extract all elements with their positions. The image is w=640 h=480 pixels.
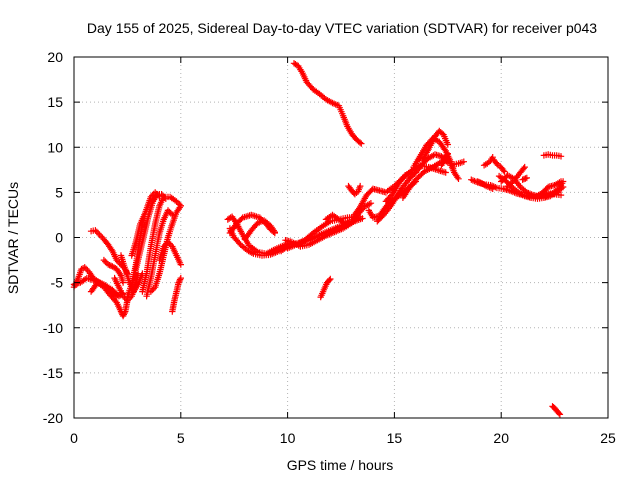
data-point-markers [480, 154, 496, 169]
data-point-markers [549, 403, 564, 418]
data-track [382, 169, 415, 205]
data-track [374, 151, 451, 225]
data-track [480, 154, 496, 169]
y-tick-label: -10 [43, 320, 63, 336]
data-point-markers [382, 169, 415, 205]
data-track [132, 191, 169, 273]
data-track [419, 127, 451, 164]
data-point-markers [496, 163, 508, 175]
data-point-markers [132, 191, 169, 273]
data-point-markers [128, 189, 163, 259]
data-point-markers [474, 178, 496, 192]
data-track [317, 275, 334, 301]
data-track [143, 207, 176, 300]
y-tick-label: 5 [55, 184, 63, 200]
data-point-markers [143, 207, 176, 300]
x-tick-label: 5 [177, 430, 185, 446]
y-tick-label: -15 [43, 365, 63, 381]
data-track [490, 156, 502, 169]
x-tick-label: 15 [387, 430, 403, 446]
y-tick-label: 15 [47, 94, 63, 110]
data-track [549, 403, 564, 418]
data-track [451, 158, 467, 168]
data-point-markers [139, 193, 184, 295]
data-point-markers [532, 178, 565, 201]
data-track [519, 174, 530, 183]
data-track [128, 189, 163, 259]
x-axis-label: GPS time / hours [287, 457, 394, 473]
data-point-markers [87, 279, 131, 320]
data-point-markers [317, 275, 334, 301]
data-point-markers [490, 156, 502, 169]
data-track [100, 256, 127, 286]
data-point-markers [156, 238, 184, 268]
data-point-markers [519, 174, 530, 183]
y-tick-label: -20 [43, 410, 63, 426]
data-points [70, 60, 567, 418]
data-track [540, 151, 565, 160]
data-point-markers [540, 151, 565, 160]
data-track [504, 163, 528, 190]
data-point-markers [100, 256, 127, 286]
data-track [87, 279, 131, 320]
x-tick-label: 25 [600, 430, 616, 446]
data-track [139, 193, 184, 295]
x-tick-label: 10 [280, 430, 296, 446]
data-point-markers [451, 158, 467, 168]
data-point-markers [438, 155, 462, 182]
data-point-markers [241, 217, 278, 243]
tick-labels: 0 5 10 15 20 25 -20 -15 -10 -5 0 5 10 15 20 [43, 49, 616, 446]
data-point-markers [419, 127, 451, 164]
y-tick-label: 20 [47, 49, 63, 65]
data-track [438, 155, 462, 182]
data-track [156, 238, 184, 268]
data-point-markers [169, 274, 184, 315]
x-tick-label: 20 [493, 430, 509, 446]
y-tick-label: 0 [55, 230, 63, 246]
data-track [345, 182, 364, 198]
data-track [169, 274, 184, 315]
x-tick-label: 0 [70, 430, 78, 446]
data-point-markers [374, 151, 451, 225]
data-track [474, 178, 496, 192]
data-track [532, 178, 565, 201]
axis-ticks [73, 56, 609, 419]
chart-title: Day 155 of 2025, Sidereal Day-to-day VTE… [87, 20, 597, 36]
data-point-markers [290, 60, 365, 147]
y-tick-label: 10 [47, 139, 63, 155]
y-axis-label: SDTVAR / TECUs [5, 182, 21, 294]
data-point-markers [504, 163, 528, 190]
data-track [290, 60, 365, 147]
data-point-markers [345, 182, 364, 198]
data-track [496, 163, 508, 175]
y-tick-label: -5 [51, 275, 64, 291]
data-track [241, 217, 278, 243]
